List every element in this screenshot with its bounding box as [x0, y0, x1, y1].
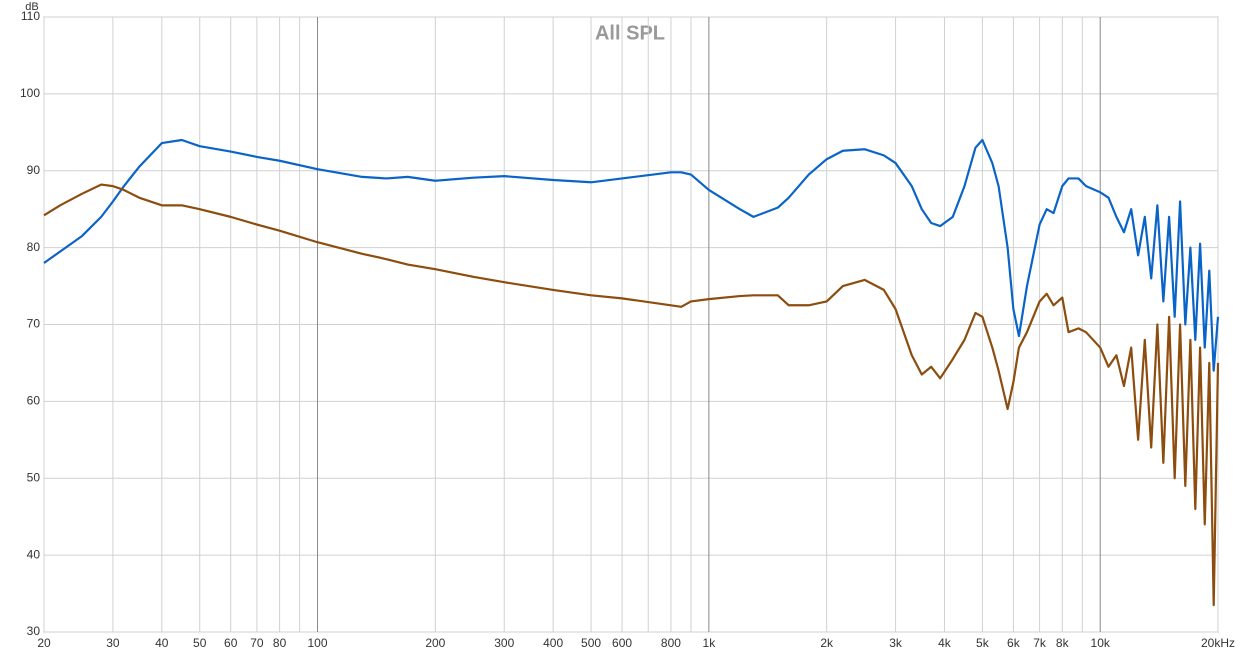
- y-tick-label: 70: [27, 317, 41, 331]
- y-tick-label: 100: [20, 86, 40, 100]
- y-tick-label: 90: [27, 163, 41, 177]
- x-tick-label: 400: [543, 636, 563, 650]
- x-tick-label: 10k: [1091, 636, 1111, 650]
- x-tick-label: 600: [612, 636, 632, 650]
- series-line: [43, 183, 1220, 607]
- x-tick-label: 5k: [976, 636, 990, 650]
- x-tick-label: 100: [308, 636, 328, 650]
- x-tick-label: 60: [224, 636, 238, 650]
- x-tick-label: 1k: [703, 636, 717, 650]
- x-tick-label: 50: [193, 636, 207, 650]
- y-tick-label: 60: [27, 394, 41, 408]
- x-tick-label: 20kHz: [1201, 636, 1235, 650]
- y-tick-label: 80: [27, 240, 41, 254]
- x-tick-label: 70: [250, 636, 264, 650]
- y-unit: dB: [25, 1, 38, 13]
- x-tick-label: 3k: [889, 636, 903, 650]
- x-tick-label: 4k: [938, 636, 952, 650]
- chart-title: All SPL: [595, 22, 665, 44]
- x-tick-label: 20: [37, 636, 51, 650]
- x-tick-label: 200: [425, 636, 445, 650]
- x-tick-label: 300: [494, 636, 514, 650]
- x-tick-label: 2k: [820, 636, 834, 650]
- x-tick-label: 30: [106, 636, 120, 650]
- x-tick-label: 8k: [1056, 636, 1070, 650]
- x-tick-label: 6k: [1007, 636, 1021, 650]
- y-tick-label: 50: [27, 470, 41, 484]
- x-tick-label: 500: [581, 636, 601, 650]
- y-tick-label: 40: [27, 547, 41, 561]
- series-line: [43, 138, 1220, 372]
- x-tick-label: 40: [155, 636, 169, 650]
- x-tick-label: 800: [661, 636, 681, 650]
- y-tick-label: 110: [21, 9, 40, 23]
- y-tick-label: 30: [27, 624, 41, 638]
- x-tick-label: 7k: [1033, 636, 1047, 650]
- x-tick-label: 80: [273, 636, 287, 650]
